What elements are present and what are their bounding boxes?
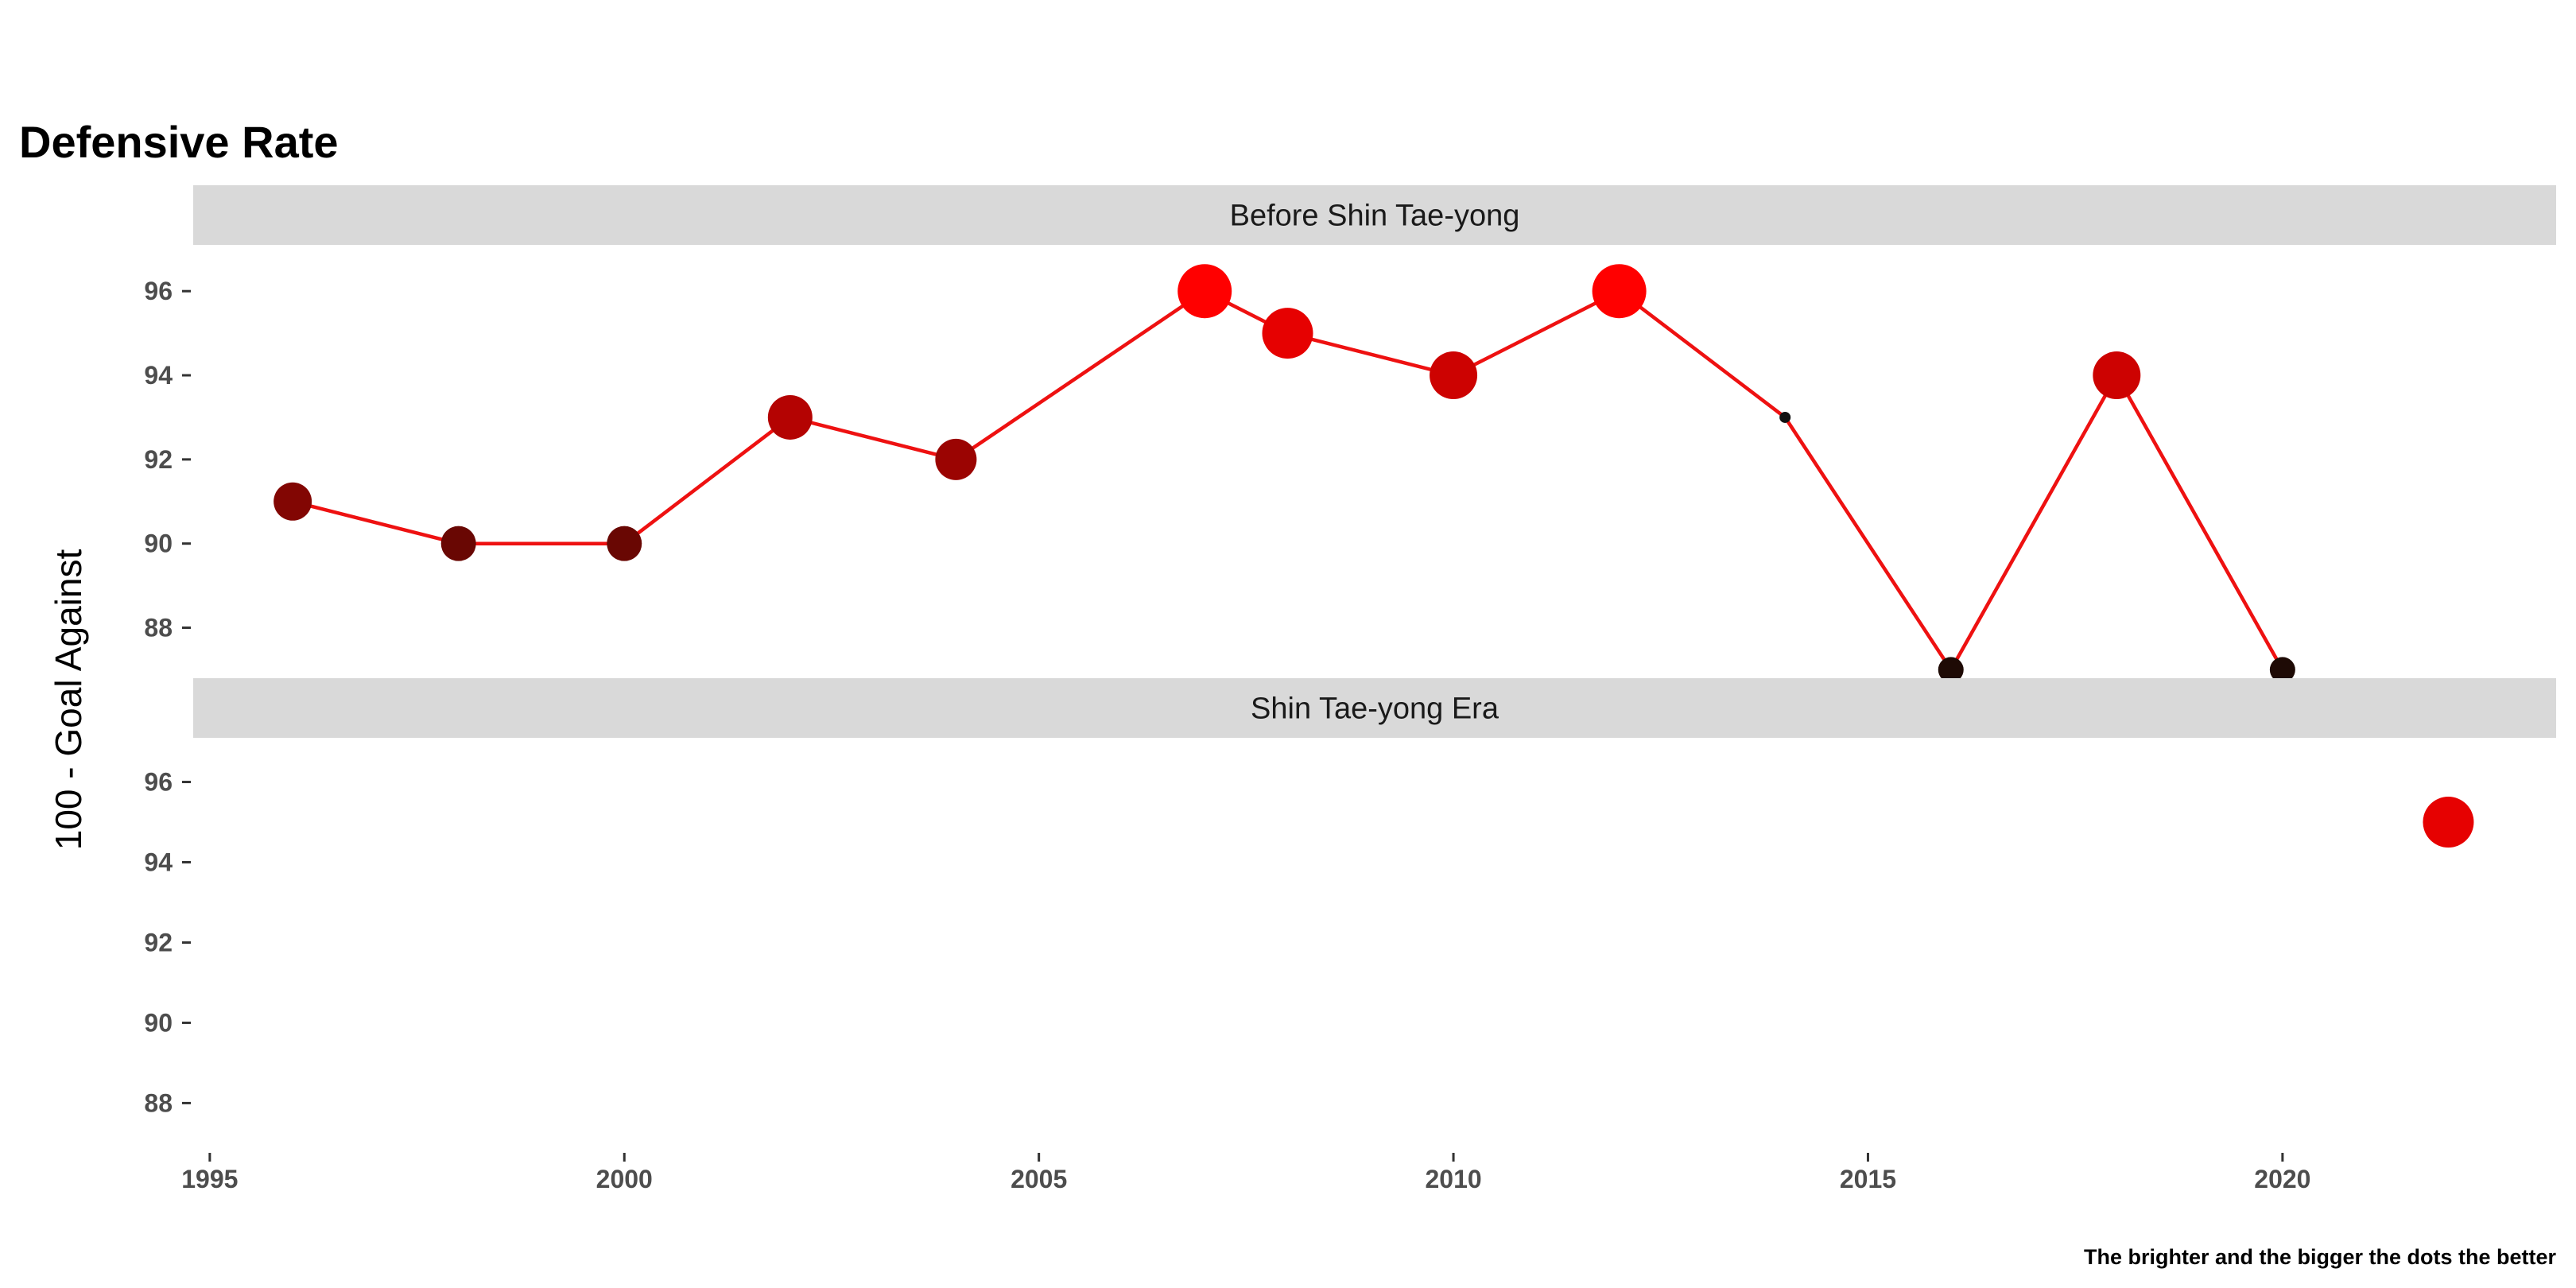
facet-strip-label: Before Shin Tae-yong [1230, 200, 1520, 233]
x-tick-label: 2000 [596, 1165, 653, 1193]
x-tick-label: 2005 [1011, 1165, 1067, 1193]
data-point [1177, 264, 1232, 319]
data-point [1779, 411, 1791, 423]
x-tick-label: 1995 [181, 1165, 238, 1193]
data-point [935, 438, 977, 480]
facet-strip [193, 678, 2556, 738]
y-tick-label: 92 [144, 928, 173, 956]
chart-title: Defensive Rate [19, 117, 339, 167]
y-tick-label: 88 [144, 614, 173, 642]
data-point [2423, 797, 2474, 848]
y-tick-label: 96 [144, 277, 173, 305]
facet-strip-label: Shin Tae-yong Era [1251, 692, 1499, 726]
x-axis: 1995 2000 2005 2010 2015 2020 [181, 1153, 2310, 1193]
y-tick-label: 92 [144, 445, 173, 474]
data-point [1938, 657, 1964, 683]
data-point [767, 394, 813, 440]
y-tick-label: 88 [144, 1088, 173, 1117]
x-tick-label: 2010 [1425, 1165, 1481, 1193]
y-tick-label: 94 [144, 361, 173, 390]
data-point [607, 526, 642, 561]
facet-panel-2: Shin Tae-yong Era 88 90 92 94 96 [144, 678, 2556, 1117]
facet-panel-1: Before Shin Tae-yong 88 90 92 94 96 [144, 185, 2556, 683]
y-tick-label: 96 [144, 768, 173, 797]
y-tick-label: 90 [144, 1008, 173, 1037]
data-point [1430, 351, 1478, 400]
data-point [2269, 657, 2295, 683]
data-point [2093, 351, 2141, 400]
y-tick-label: 90 [144, 530, 173, 558]
y-tick-label: 94 [144, 848, 173, 877]
x-tick-label: 2015 [1840, 1165, 1896, 1193]
x-tick-label: 2020 [2254, 1165, 2310, 1193]
facet-strip [193, 185, 2556, 245]
chart-caption: The brighter and the bigger the dots the… [2084, 1245, 2557, 1269]
data-point [1592, 264, 1647, 319]
data-point [1262, 308, 1313, 359]
data-point [440, 526, 476, 561]
data-point [274, 482, 312, 521]
y-axis-title: 100 - Goal Against [48, 549, 89, 851]
